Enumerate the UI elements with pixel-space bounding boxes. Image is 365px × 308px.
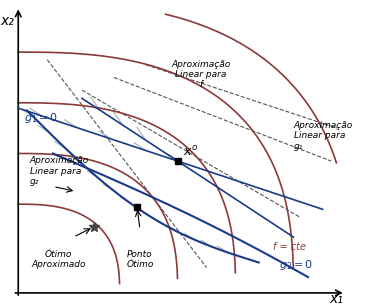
Text: $g_1=0$: $g_1=0$ <box>24 111 58 124</box>
Text: Ponto
Ótimo: Ponto Ótimo <box>126 250 154 269</box>
Text: Aproximação
Linear para
g₁: Aproximação Linear para g₁ <box>293 121 353 151</box>
Text: x₂: x₂ <box>1 14 15 28</box>
Text: Ótimo
Aproximado: Ótimo Aproximado <box>31 250 86 269</box>
Text: $x^o$: $x^o$ <box>184 145 199 159</box>
Text: Aproximação
Linear para
f: Aproximação Linear para f <box>171 60 230 90</box>
Text: $g_2=0$: $g_2=0$ <box>279 257 313 272</box>
Text: f = cte: f = cte <box>273 242 306 252</box>
Text: x₁: x₁ <box>329 292 343 306</box>
Text: Aproximação
Linear para
g₂: Aproximação Linear para g₂ <box>30 156 89 186</box>
